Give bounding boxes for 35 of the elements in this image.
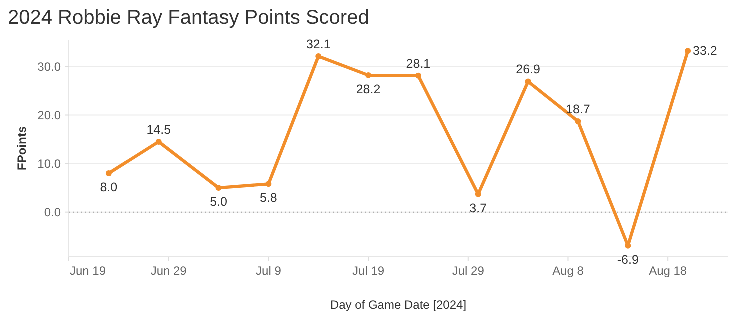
data-label: 5.8 — [260, 191, 278, 206]
point — [156, 138, 162, 145]
data-label: 14.5 — [146, 122, 172, 137]
data-label: 3.7 — [470, 201, 488, 216]
y-tick-label: 20.0 — [38, 108, 62, 122]
y-axis-title: FPoints — [15, 126, 29, 170]
point — [575, 118, 582, 125]
data-label: 18.7 — [566, 102, 590, 117]
point — [266, 181, 272, 188]
data-label: 28.1 — [406, 56, 431, 71]
x-tick-label: Jul 29 — [452, 264, 485, 278]
x-tick-label: Aug 8 — [552, 264, 584, 278]
point — [525, 78, 532, 85]
point — [685, 48, 692, 54]
x-axis-title: Day of Game Date [2024] — [330, 298, 467, 312]
point — [216, 185, 222, 192]
x-tick-label: Aug 18 — [649, 264, 688, 278]
data-label: 26.9 — [516, 62, 541, 77]
data-label: 5.0 — [210, 195, 228, 210]
data-label: 32.1 — [306, 38, 331, 52]
x-tick-label: Jul 19 — [352, 264, 385, 278]
point — [415, 72, 422, 79]
y-tick-label: 0.0 — [44, 206, 62, 220]
y-tick-label: 30.0 — [38, 60, 62, 74]
point — [316, 54, 322, 60]
y-tick-label: 10.0 — [38, 156, 62, 171]
x-tick-label: Jun 29 — [150, 264, 188, 278]
data-label: 33.2 — [693, 44, 718, 58]
point — [106, 170, 112, 176]
data-label: 8.0 — [100, 180, 118, 194]
x-tick-label: Jun 19 — [70, 264, 106, 278]
x-tick-label: Jul 9 — [256, 264, 282, 278]
data-label: -6.9 — [617, 252, 639, 267]
chart-title: 2024 Robbie Ray Fantasy Points Scored — [8, 7, 370, 29]
data-label: 28.2 — [356, 82, 381, 96]
